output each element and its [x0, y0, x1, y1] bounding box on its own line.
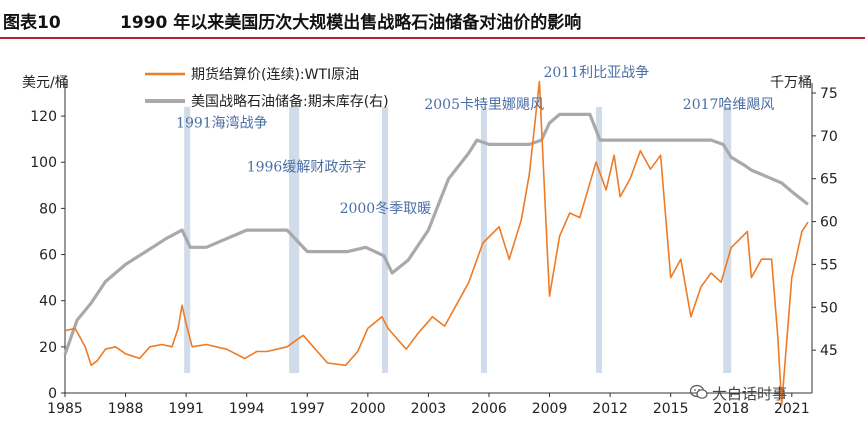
watermark-text: 大白话时事 — [712, 385, 788, 403]
header-divider — [0, 37, 865, 39]
event-label-0: 1991海湾战争 — [176, 115, 268, 132]
right-tick-label: 60 — [820, 215, 838, 231]
x-tick-label: 1991 — [168, 401, 204, 417]
x-tick-label: 1994 — [229, 401, 265, 417]
right-tick-label: 45 — [820, 343, 838, 359]
x-tick-label: 2018 — [713, 401, 749, 417]
left-axis-label: 美元/桶 — [22, 75, 69, 91]
left-tick-label: 0 — [48, 386, 57, 402]
x-tick-label: 2003 — [411, 401, 447, 417]
legend-label-wti: 期货结算价(连续):WTI原油 — [191, 66, 359, 83]
x-tick-label: 1997 — [289, 401, 325, 417]
left-tick-label: 80 — [39, 201, 57, 217]
event-label-2: 2000冬季取暖 — [340, 201, 432, 217]
legend-label-spr: 美国战略石油储备:期末库存(右) — [191, 93, 389, 110]
right-tick-label: 70 — [820, 129, 838, 145]
figure-title: 1990 年以来美国历次大规模出售战略石油储备对油价的影响 — [120, 13, 582, 33]
x-tick-label: 1988 — [108, 401, 144, 417]
x-tick-label: 2000 — [350, 401, 386, 417]
right-tick-label: 65 — [820, 172, 838, 188]
left-tick-label: 100 — [30, 155, 57, 171]
left-tick-label: 120 — [30, 109, 57, 125]
wechat-icon — [690, 384, 708, 399]
right-tick-label: 55 — [820, 257, 838, 273]
x-tick-label: 2021 — [774, 401, 810, 417]
left-tick-label: 20 — [39, 340, 57, 356]
event-label-5: 2017哈维飓风 — [683, 97, 775, 113]
wti-price-line — [64, 80, 809, 406]
x-tick-label: 2006 — [471, 401, 507, 417]
figure-header: 图表10 1990 年以来美国历次大规模出售战略石油储备对油价的影响 — [0, 0, 865, 40]
event-label-3: 2005卡特里娜飓风 — [424, 97, 544, 113]
event-band-5 — [723, 106, 732, 373]
event-label-1: 1996缓解财政赤字 — [247, 159, 367, 175]
x-tick-label: 2015 — [653, 401, 689, 417]
x-tick-label: 1985 — [47, 401, 83, 417]
event-band-3 — [480, 106, 487, 373]
event-band-4 — [595, 106, 603, 373]
event-band-2 — [381, 106, 389, 373]
event-label-4: 2011利比亚战争 — [543, 65, 649, 81]
right-tick-label: 75 — [820, 86, 838, 102]
left-tick-label: 40 — [39, 294, 57, 310]
x-tick-label: 2009 — [532, 401, 568, 417]
figure-number: 图表10 — [3, 13, 61, 33]
right-tick-label: 50 — [820, 300, 838, 316]
x-tick-label: 2012 — [592, 401, 628, 417]
left-tick-label: 60 — [39, 248, 57, 264]
right-axis-label: 千万桶 — [770, 75, 812, 91]
spr-inventory-line — [63, 112, 809, 355]
